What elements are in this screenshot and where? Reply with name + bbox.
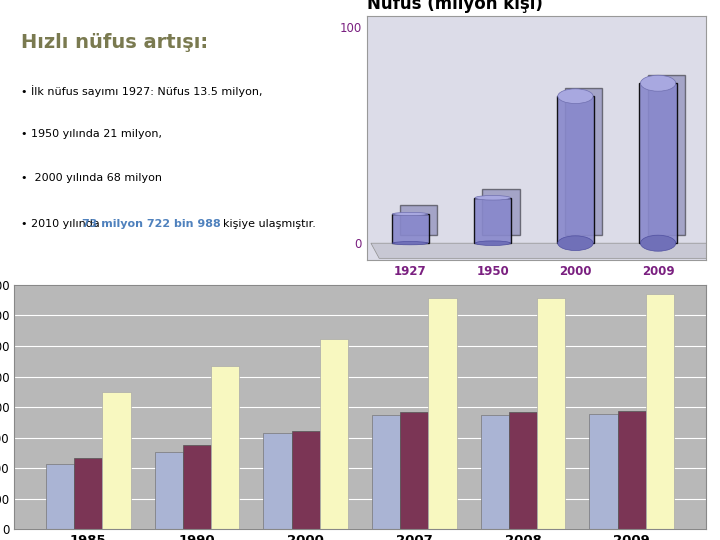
FancyBboxPatch shape bbox=[392, 214, 428, 243]
Ellipse shape bbox=[640, 235, 676, 251]
Text: • 2010 yılında: • 2010 yılında bbox=[21, 219, 107, 229]
Bar bbox=[537, 298, 565, 529]
FancyBboxPatch shape bbox=[648, 75, 685, 234]
Ellipse shape bbox=[475, 195, 510, 200]
FancyBboxPatch shape bbox=[482, 189, 520, 234]
Ellipse shape bbox=[392, 241, 428, 245]
Bar bbox=[183, 445, 211, 529]
Bar bbox=[372, 415, 400, 529]
FancyBboxPatch shape bbox=[557, 96, 594, 243]
Bar bbox=[264, 433, 292, 529]
Bar bbox=[155, 451, 183, 529]
Ellipse shape bbox=[640, 75, 676, 91]
Bar bbox=[646, 294, 674, 529]
Bar bbox=[320, 339, 348, 529]
FancyBboxPatch shape bbox=[474, 198, 511, 243]
Bar bbox=[618, 411, 646, 529]
Bar bbox=[481, 415, 509, 529]
Text: •  2000 yılında 68 milyon: • 2000 yılında 68 milyon bbox=[21, 173, 162, 183]
Bar bbox=[74, 458, 102, 529]
Bar bbox=[428, 298, 456, 529]
Bar bbox=[590, 414, 618, 529]
Ellipse shape bbox=[392, 212, 428, 215]
Ellipse shape bbox=[558, 89, 593, 104]
Text: Hızlı nüfus artışı:: Hızlı nüfus artışı: bbox=[21, 33, 208, 52]
Bar bbox=[509, 412, 537, 529]
Polygon shape bbox=[371, 243, 718, 258]
Bar bbox=[211, 366, 239, 529]
Bar bbox=[102, 392, 130, 529]
Bar bbox=[400, 412, 428, 529]
Text: 73 milyon 722 bin 988: 73 milyon 722 bin 988 bbox=[82, 219, 221, 229]
Text: Nüfus (milyon kişi): Nüfus (milyon kişi) bbox=[366, 0, 543, 14]
Bar bbox=[292, 431, 320, 529]
Ellipse shape bbox=[558, 236, 593, 251]
Text: kişiye ulaşmıştır.: kişiye ulaşmıştır. bbox=[216, 219, 316, 229]
FancyBboxPatch shape bbox=[565, 87, 603, 234]
Text: • 1950 yılında 21 milyon,: • 1950 yılında 21 milyon, bbox=[21, 129, 162, 139]
Bar bbox=[46, 464, 74, 529]
FancyBboxPatch shape bbox=[639, 83, 677, 243]
Ellipse shape bbox=[475, 241, 510, 246]
Text: • İlk nüfus sayımı 1927: Nüfus 13.5 milyon,: • İlk nüfus sayımı 1927: Nüfus 13.5 mily… bbox=[21, 85, 263, 97]
FancyBboxPatch shape bbox=[400, 205, 437, 234]
